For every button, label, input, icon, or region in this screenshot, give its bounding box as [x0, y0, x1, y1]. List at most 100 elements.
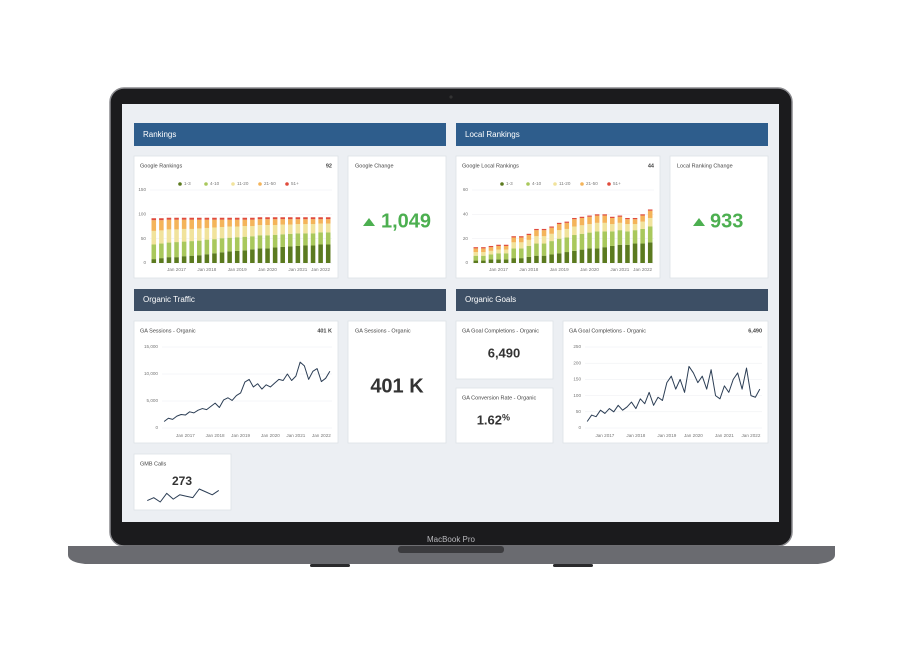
bar-segment [579, 233, 585, 250]
bar-segment [610, 217, 615, 225]
y-tick-label: 100 [573, 393, 581, 398]
bar-segment [242, 219, 248, 227]
bar-segment [288, 217, 293, 220]
y-tick-label: 0 [143, 260, 146, 265]
y-tick-label: 0 [465, 260, 468, 265]
bar-segment [212, 217, 217, 220]
bar-segment [212, 227, 217, 240]
bar-segment [473, 252, 479, 256]
section-header [456, 123, 768, 146]
bar-segment [265, 225, 270, 236]
bar-segment [303, 219, 308, 225]
x-tick-label: Jan 2022 [633, 267, 652, 272]
x-tick-label: Jan 2019 [231, 433, 250, 438]
bar-segment [647, 209, 653, 211]
bar-segment [526, 239, 532, 246]
legend-label: 51+ [291, 181, 299, 186]
bar-segment [625, 231, 630, 245]
bar-segment [496, 249, 501, 254]
bar-segment [303, 217, 308, 220]
bar-segment [174, 219, 179, 230]
bar-segment [227, 251, 232, 263]
bar-segment [227, 217, 232, 220]
bar-segment [280, 234, 285, 247]
bar-segment [594, 231, 600, 249]
bar-segment [519, 248, 524, 259]
bar-segment [534, 230, 539, 237]
bar-segment [519, 237, 524, 243]
bar-segment [227, 219, 232, 227]
bar-segment [602, 214, 607, 216]
bar-segment [511, 237, 516, 243]
bar-segment [257, 225, 263, 236]
card-title: GA Sessions - Organic [140, 328, 196, 334]
bar-segment [602, 215, 607, 223]
bar-segment [318, 223, 323, 233]
card-total: 401 K [317, 328, 332, 334]
bar-segment [265, 217, 270, 220]
bar-segment [189, 228, 194, 242]
bar-segment [579, 216, 585, 218]
bar-segment [594, 222, 600, 232]
bar-segment [257, 248, 263, 263]
bar-segment [318, 244, 323, 263]
y-tick-label: 60 [463, 187, 469, 192]
bar-segment [189, 255, 194, 263]
bar-segment [189, 217, 194, 220]
bar-segment [594, 215, 600, 223]
bar-segment [481, 260, 486, 263]
bar-segment [511, 258, 516, 263]
bar-segment [572, 219, 577, 227]
bar-segment [280, 246, 285, 263]
bar-segment [181, 217, 187, 220]
bar-segment [166, 217, 172, 220]
kpi-card [347, 155, 447, 279]
bar-segment [564, 228, 570, 238]
bar-segment [197, 255, 202, 263]
bar-segment [556, 238, 562, 254]
legend-label: 4-10 [210, 181, 220, 186]
x-tick-label: Jan 2020 [580, 267, 599, 272]
bar-segment [556, 230, 562, 239]
bar-segment [602, 231, 607, 248]
bar-segment [204, 227, 210, 240]
x-tick-label: Jan 2017 [167, 267, 186, 272]
bar-segment [549, 233, 554, 242]
bar-segment [265, 235, 270, 249]
bar-segment [640, 214, 645, 216]
bar-segment [212, 219, 217, 228]
card-title: GA Goal Completions - Organic [569, 328, 646, 334]
kpi-value: 6,490 [488, 345, 521, 360]
bar-segment [325, 217, 331, 220]
bar-segment [572, 217, 577, 220]
x-tick-label: Jan 2022 [741, 433, 760, 438]
bar-segment [151, 218, 157, 221]
legend-label: 21-50 [264, 181, 276, 186]
bar-segment [496, 245, 501, 250]
device-label: MacBook Pro [427, 535, 476, 544]
card-title: Google Change [355, 163, 394, 169]
legend-marker [553, 182, 557, 186]
bar-segment [310, 245, 316, 263]
bar-segment [496, 259, 501, 263]
x-tick-label: Jan 2018 [206, 433, 225, 438]
bar-segment [288, 219, 293, 225]
bar-segment [587, 216, 592, 225]
y-tick-label: 100 [138, 212, 146, 217]
bar-segment [204, 254, 210, 263]
x-tick-label: Jan 2018 [197, 267, 216, 272]
bar-segment [579, 249, 585, 263]
kpi-card [455, 387, 554, 444]
bar-segment [295, 224, 301, 234]
bar-segment [640, 228, 645, 244]
legend-marker [500, 182, 504, 186]
bar-segment [280, 219, 285, 225]
bar-segment [647, 210, 653, 218]
up-arrow [363, 218, 375, 226]
bar-segment [197, 219, 202, 229]
bar-segment [587, 215, 592, 217]
bar-segment [295, 217, 301, 220]
y-tick-label: 15,000 [144, 344, 158, 349]
bar-segment [541, 230, 547, 237]
